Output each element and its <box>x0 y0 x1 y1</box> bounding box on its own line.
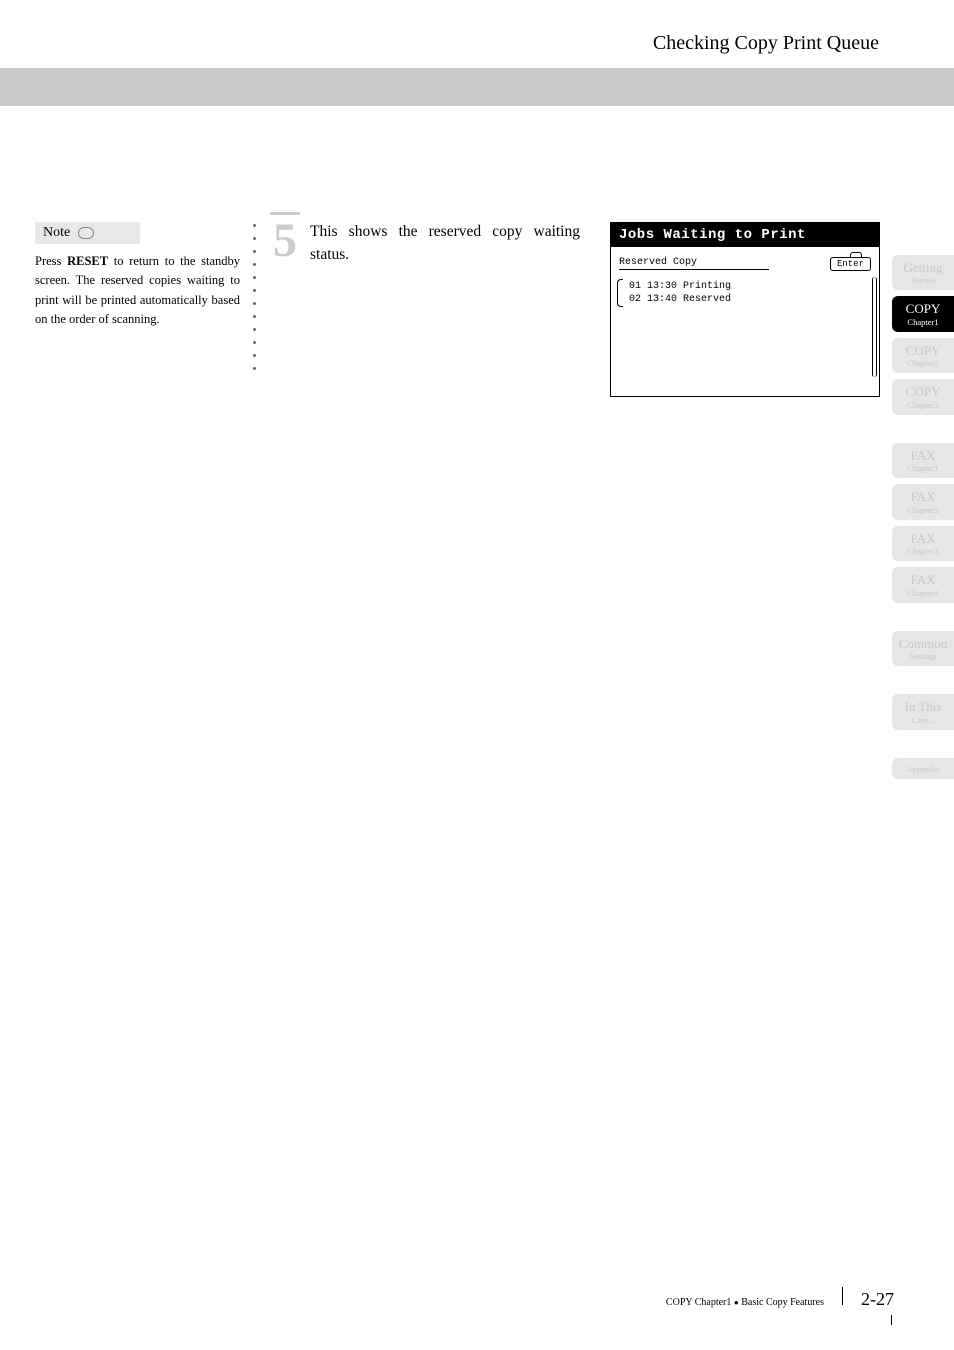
tab-title: COPY <box>892 302 954 316</box>
tab-title: Common <box>892 637 954 651</box>
header-gray-bar <box>0 68 954 106</box>
side-tab[interactable]: COPYChapter1 <box>892 296 954 331</box>
tab-subtitle: Chapter3 <box>892 400 954 410</box>
tab-subtitle: Chapter3 <box>892 546 954 556</box>
footer-chapter: COPY Chapter1 <box>666 1297 731 1308</box>
tab-subtitle: Chapter2 <box>892 358 954 368</box>
side-tab[interactable]: FAXChapter2 <box>892 484 954 519</box>
side-tab[interactable]: In ThisCase... <box>892 694 954 729</box>
footer-section: Basic Copy Features <box>741 1297 824 1308</box>
note-sidebar: Note Press RESET to return to the standb… <box>35 222 240 330</box>
lcd-body: Reserved Copy Enter 01 13:30 Printing 02… <box>611 247 879 387</box>
list-bracket-icon <box>617 279 623 307</box>
tab-title: FAX <box>892 449 954 463</box>
side-tab[interactable]: FAXChapter3 <box>892 526 954 561</box>
bullet-icon: ● <box>734 1298 739 1307</box>
side-tab[interactable]: Appendix <box>892 758 954 779</box>
page-header: Checking Copy Print Queue <box>0 0 954 105</box>
tab-title: COPY <box>892 344 954 358</box>
step-number: 5 <box>270 212 300 265</box>
footer-breadcrumb: COPY Chapter1 ● Basic Copy Features <box>666 1297 824 1308</box>
job-list: 01 13:30 Printing 02 13:40 Reserved <box>629 280 871 306</box>
side-tab[interactable]: FAXChapter4 <box>892 567 954 602</box>
scroll-indicator[interactable] <box>872 277 877 377</box>
tab-subtitle: Chapter4 <box>892 588 954 598</box>
tab-subtitle: Appendix <box>892 764 954 774</box>
tab-subtitle: Chapter2 <box>892 505 954 515</box>
note-badge: Note <box>35 222 140 244</box>
footer-tick-mark <box>891 1315 892 1325</box>
footer-separator <box>842 1287 843 1305</box>
vertical-dots <box>253 224 256 380</box>
side-tab[interactable]: COPYChapter2 <box>892 338 954 373</box>
side-tab[interactable]: CommonSettings <box>892 631 954 666</box>
footer-page-number: 2-27 <box>861 1289 894 1310</box>
tab-title: FAX <box>892 573 954 587</box>
note-label: Note <box>43 225 70 241</box>
note-text-1: Press <box>35 254 67 268</box>
lcd-reserved-label: Reserved Copy <box>619 257 769 270</box>
tab-title: COPY <box>892 385 954 399</box>
note-icon <box>78 227 94 239</box>
side-tab[interactable]: COPYChapter3 <box>892 379 954 414</box>
side-tab[interactable]: GettingStarted <box>892 255 954 290</box>
step-block: 5 This shows the reserved copy waiting s… <box>270 212 580 267</box>
side-tabs: GettingStartedCOPYChapter1COPYChapter2CO… <box>892 255 954 785</box>
note-text-bold: RESET <box>67 254 108 268</box>
tab-subtitle: Case... <box>892 715 954 725</box>
side-tab[interactable]: FAXChapter1 <box>892 443 954 478</box>
lcd-header: Jobs Waiting to Print <box>611 223 879 247</box>
tab-subtitle: Started <box>892 275 954 285</box>
tab-subtitle: Settings <box>892 651 954 661</box>
page-title: Checking Copy Print Queue <box>653 32 879 55</box>
tab-title: FAX <box>892 490 954 504</box>
tab-title: Getting <box>892 261 954 275</box>
note-body: Press RESET to return to the standby scr… <box>35 252 240 330</box>
lcd-panel: Jobs Waiting to Print Reserved Copy Ente… <box>610 222 880 397</box>
job-line: 02 13:40 Reserved <box>629 293 871 306</box>
tab-title: In This <box>892 700 954 714</box>
tab-title: FAX <box>892 532 954 546</box>
step-text: This shows the reserved copy waiting sta… <box>270 212 580 267</box>
page-footer: COPY Chapter1 ● Basic Copy Features 2-27 <box>666 1287 894 1310</box>
tab-subtitle: Chapter1 <box>892 463 954 473</box>
job-line: 01 13:30 Printing <box>629 280 871 293</box>
tab-subtitle: Chapter1 <box>892 317 954 327</box>
enter-button[interactable]: Enter <box>830 257 871 271</box>
